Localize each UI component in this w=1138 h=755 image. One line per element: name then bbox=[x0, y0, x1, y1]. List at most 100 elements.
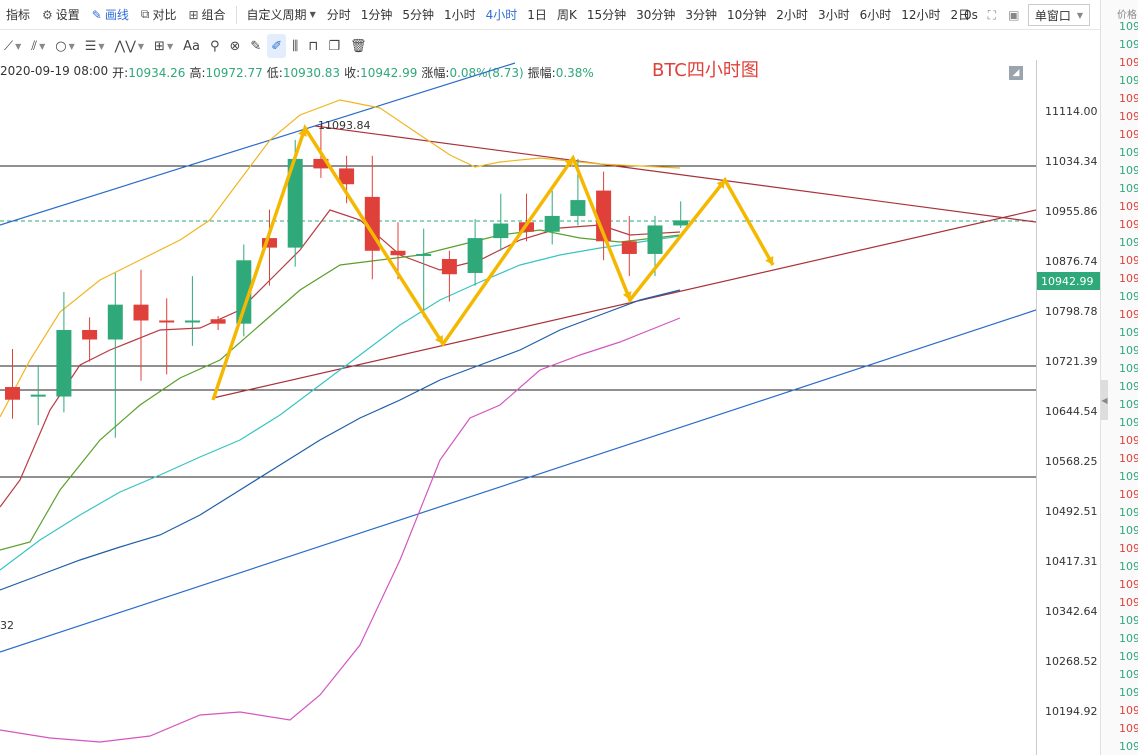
side-panel-row: 109 bbox=[1119, 668, 1138, 681]
period-tab[interactable]: 1分钟 bbox=[360, 8, 393, 22]
pencil-icon: ✎ bbox=[91, 7, 102, 22]
panel-collapse-icon[interactable]: ◀ bbox=[1101, 380, 1108, 420]
candles-tool-icon[interactable]: ⫼ bbox=[288, 34, 302, 58]
side-panel-row: 109 bbox=[1119, 38, 1138, 51]
candle-up bbox=[56, 329, 72, 397]
trash-tool-icon[interactable]: 🗑 bbox=[346, 34, 371, 58]
side-panel-row: 109 bbox=[1119, 578, 1138, 591]
collapse-icon[interactable]: ◢ bbox=[1009, 66, 1023, 80]
chart-area[interactable]: 11093.84 32 bbox=[0, 60, 1037, 755]
text-tool-icon[interactable]: Aa bbox=[179, 34, 204, 58]
custom-period-label: 自定义周期 bbox=[246, 8, 307, 22]
side-panel-row: 109 bbox=[1119, 92, 1138, 105]
tool-glyph: ⫽ bbox=[31, 38, 38, 54]
channel-lower-line bbox=[0, 309, 1037, 653]
period-tab[interactable]: 30分钟 bbox=[636, 8, 676, 22]
candle-down bbox=[621, 241, 637, 254]
side-panel-row: 109 bbox=[1119, 704, 1138, 717]
period-tab[interactable]: 周K bbox=[556, 8, 577, 22]
current-price-tag: 10942.99 bbox=[1037, 272, 1101, 290]
crosshair-tool-icon[interactable]: ⊞ ▼ bbox=[150, 34, 177, 58]
lock-tool-icon[interactable]: ⊓ bbox=[304, 34, 322, 58]
side-panel-row: 109 bbox=[1119, 362, 1138, 375]
seconds-label: 0s bbox=[963, 8, 978, 22]
side-panel-row: 109 bbox=[1119, 164, 1138, 177]
period-tab[interactable]: 15分钟 bbox=[586, 8, 627, 22]
side-panel-row: 109 bbox=[1119, 380, 1138, 393]
period-tab[interactable]: 3分钟 bbox=[685, 8, 718, 22]
indicators-button[interactable]: 指标 bbox=[0, 0, 36, 30]
candle-down bbox=[441, 259, 457, 275]
price-axis-tick: 10721.39 bbox=[1045, 355, 1098, 368]
candle-up bbox=[107, 304, 123, 340]
measure-tool-icon[interactable]: ✎ bbox=[246, 34, 265, 58]
fullscreen-icon[interactable]: ⛶ bbox=[987, 7, 997, 22]
period-tab[interactable]: 10分钟 bbox=[727, 8, 767, 22]
parallel-lines-tool-icon[interactable]: ⫽ ▼ bbox=[27, 34, 49, 58]
candlestick-chart[interactable]: 11093.84 32 bbox=[0, 60, 1037, 755]
period-tab[interactable]: 5分钟 bbox=[402, 8, 435, 22]
side-panel-row: 109 bbox=[1119, 398, 1138, 411]
candle-up bbox=[287, 158, 303, 248]
pen-tool-icon[interactable]: ✐ bbox=[267, 34, 287, 58]
screenshot-icon[interactable]: ▣ bbox=[1008, 8, 1020, 22]
gear-icon: ⚙ bbox=[42, 7, 53, 22]
period-tab[interactable]: 6小时 bbox=[859, 8, 892, 22]
period-tab[interactable]: 1小时 bbox=[444, 8, 476, 22]
tool-glyph: ⊓ bbox=[308, 38, 319, 54]
price-axis-tick: 10644.54 bbox=[1045, 405, 1098, 418]
side-panel-row: 109 bbox=[1119, 20, 1138, 33]
side-panel-row: 109 bbox=[1119, 236, 1138, 249]
settings-button[interactable]: ⚙ 设置 bbox=[36, 0, 86, 30]
period-tab[interactable]: 3小时 bbox=[817, 8, 850, 22]
close-value: 10942.99 bbox=[360, 66, 418, 80]
period-tab[interactable]: 1日 bbox=[527, 8, 547, 22]
arrow-head-icon bbox=[622, 291, 632, 300]
window-select[interactable]: 单窗口 ▼ bbox=[1027, 4, 1090, 26]
price-axis[interactable]: 10942.99 11114.00 11034.34 10955.86 10876.7… bbox=[1036, 60, 1101, 755]
candle-down bbox=[159, 320, 175, 323]
custom-period-dropdown[interactable]: 自定义周期 ▼ bbox=[241, 0, 322, 30]
price-axis-tick: 10342.64 bbox=[1045, 605, 1098, 618]
left-edge-label: 32 bbox=[0, 619, 14, 632]
candle-down bbox=[313, 158, 329, 169]
copy-tool-icon[interactable]: ❐ bbox=[324, 34, 344, 58]
wave-tool-icon[interactable]: ⋀⋁ ▼ bbox=[111, 34, 148, 58]
ellipse-tool-icon[interactable]: ○ ▼ bbox=[51, 34, 79, 58]
side-panel-row: 109 bbox=[1119, 74, 1138, 87]
price-axis-tick: 10955.86 bbox=[1045, 205, 1098, 218]
period-tab[interactable]: 2日 bbox=[950, 8, 971, 22]
open-value: 10934.26 bbox=[128, 66, 186, 80]
grid-icon: ⊞ bbox=[188, 7, 199, 22]
chevron-down-icon: ▼ bbox=[98, 41, 105, 51]
side-panel-row: 109 bbox=[1119, 218, 1138, 231]
side-panel-row: 109 bbox=[1119, 722, 1138, 735]
trendline-tool-icon[interactable]: ⟋ ▼ bbox=[0, 34, 25, 58]
low-label: 低: bbox=[266, 66, 283, 80]
side-panel-row: 109 bbox=[1119, 272, 1138, 285]
chevron-down-icon: ▼ bbox=[137, 41, 145, 51]
compare-button[interactable]: ⧉ 对比 bbox=[135, 0, 183, 30]
draw-lines-button[interactable]: ✎ 画线 bbox=[86, 0, 135, 30]
side-panel-row: 109 bbox=[1119, 308, 1138, 321]
side-panel-row: 109 bbox=[1119, 146, 1138, 159]
period-tab[interactable]: 12小时 bbox=[901, 8, 941, 22]
period-tab[interactable]: 分时 bbox=[326, 8, 351, 22]
tool-glyph: ⋀⋁ bbox=[114, 38, 136, 54]
order-book-panel: 价格 109 109 109 109 109 109 109 109 109 109 109 109 1… bbox=[1100, 0, 1138, 755]
link-tool-icon[interactable]: ⊗ bbox=[225, 34, 244, 58]
candle-up bbox=[184, 320, 200, 323]
side-panel-row: 109 bbox=[1119, 488, 1138, 501]
boll-lower-line bbox=[0, 317, 681, 743]
arrow-head-icon bbox=[765, 256, 774, 265]
period-tab[interactable]: 2小时 bbox=[776, 8, 808, 22]
magnet-tool-icon[interactable]: ⚲ bbox=[206, 34, 224, 58]
side-panel-row: 109 bbox=[1119, 632, 1138, 645]
side-panel-row: 109 bbox=[1119, 326, 1138, 339]
tool-glyph: ⊞ bbox=[154, 38, 165, 54]
period-tab[interactable]: 4小时 bbox=[485, 8, 518, 22]
compare-icon: ⧉ bbox=[140, 7, 150, 21]
fib-tool-icon[interactable]: ☰ ▼ bbox=[81, 34, 109, 58]
combo-button[interactable]: ⊞ 组合 bbox=[182, 0, 231, 30]
price-axis-tick: 10194.92 bbox=[1045, 705, 1098, 718]
